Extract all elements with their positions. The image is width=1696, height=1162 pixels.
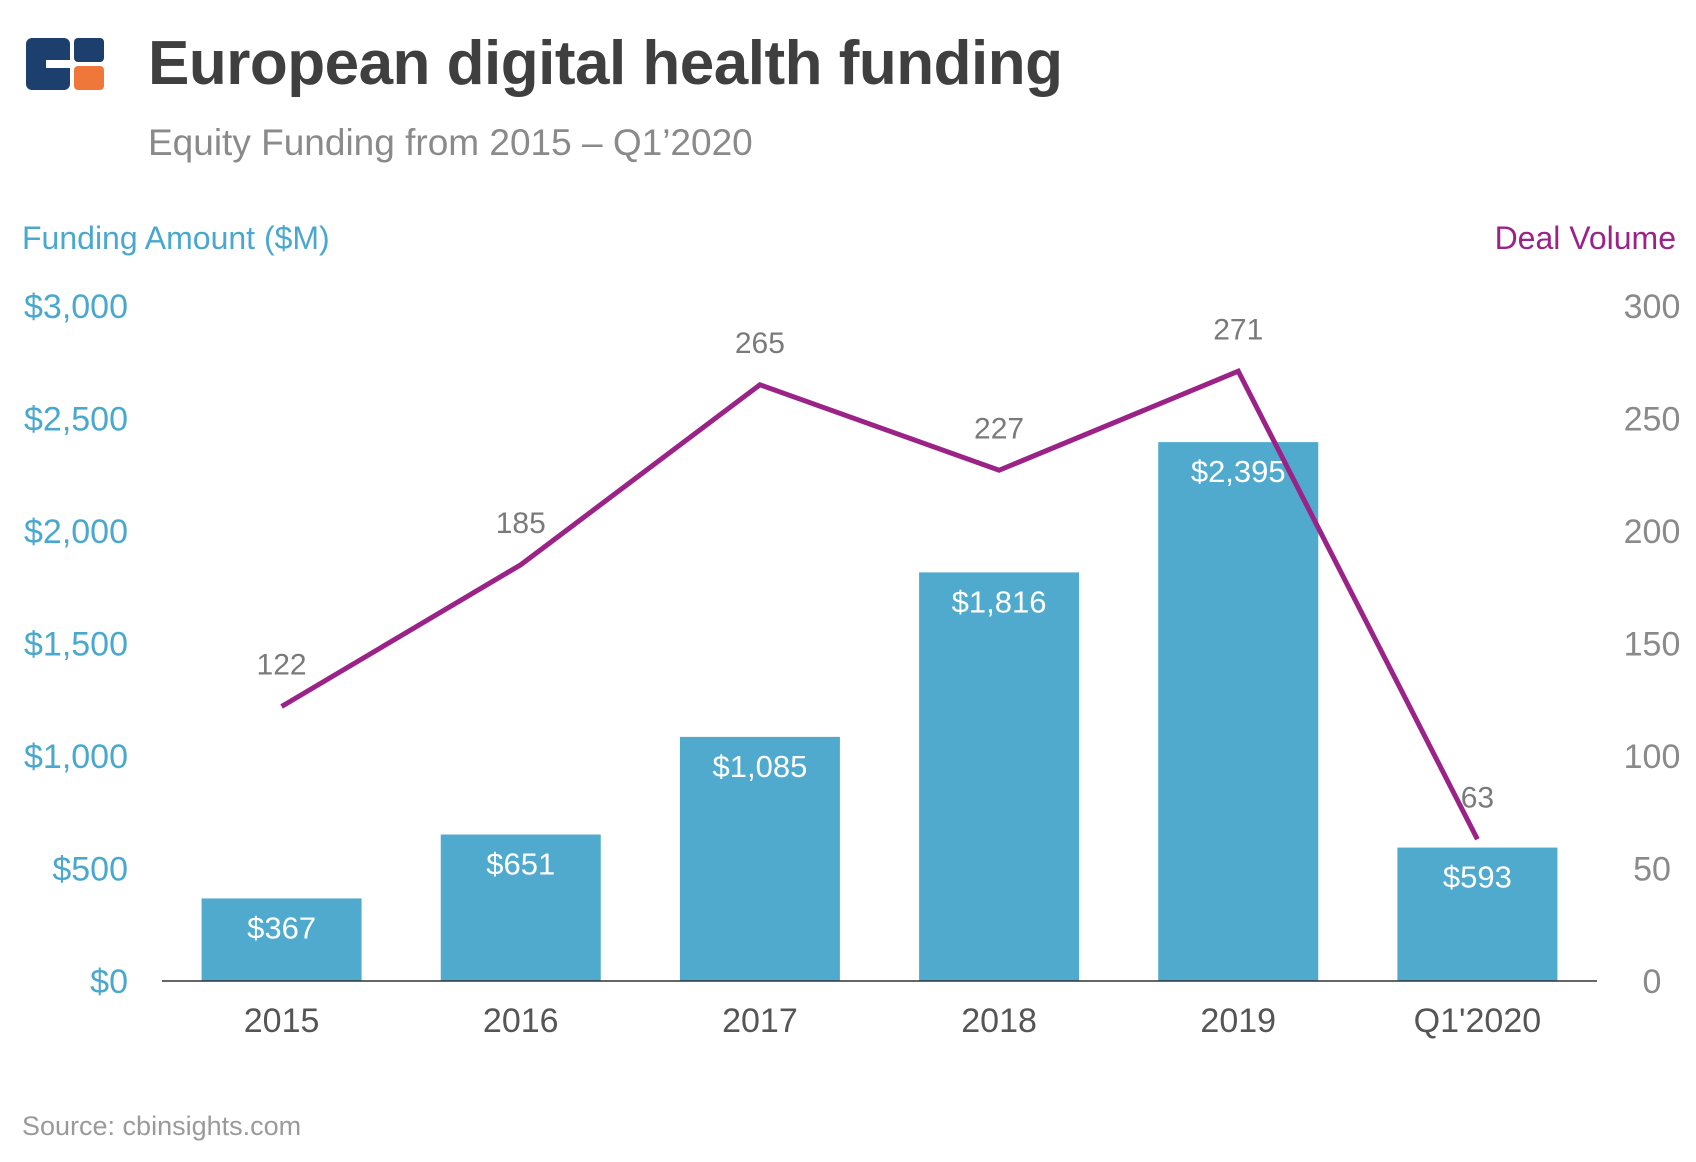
deal-volume-line (280, 368, 1480, 841)
bar (679, 736, 840, 981)
x-axis-tick-label: 2019 (1200, 1002, 1276, 1040)
bar-value-label: $651 (486, 847, 555, 882)
bar-value-label: $2,395 (1191, 454, 1286, 489)
right-axis-tick-label: 100 (1624, 738, 1681, 776)
line-value-label: 63 (1461, 781, 1494, 814)
bar-value-label: $1,816 (952, 584, 1047, 619)
line-value-label: 265 (735, 327, 785, 360)
x-axis-tick-label: 2017 (722, 1002, 798, 1040)
left-axis-tick-label: $2,500 (24, 401, 128, 439)
right-axis-tick-label: 300 (1624, 288, 1681, 326)
x-axis-tick-label: 2018 (961, 1002, 1037, 1040)
line-value-label: 271 (1213, 313, 1263, 346)
bar-value-label: $593 (1443, 860, 1512, 895)
right-axis-tick-label: 150 (1624, 626, 1681, 664)
left-axis-tick-label: $1,000 (24, 738, 128, 776)
bar (440, 834, 601, 981)
bar-value-label: $367 (247, 910, 316, 945)
right-axis-tick-label: 250 (1624, 401, 1681, 439)
x-axis-tick-label: Q1'2020 (1414, 1002, 1541, 1040)
chart-title: European digital health funding (148, 29, 1063, 98)
bar (201, 898, 362, 981)
left-axis-tick-label: $500 (52, 851, 128, 889)
line-value-label: 122 (257, 649, 307, 682)
left-axis-tick-label: $1,500 (24, 626, 128, 664)
left-axis-tick-label: $0 (90, 963, 128, 1001)
x-axis-tick-label: 2015 (244, 1002, 320, 1040)
left-axis-tick-label: $2,000 (24, 513, 128, 551)
source-note: Source: cbinsights.com (22, 1111, 302, 1141)
line-value-label: 185 (496, 507, 546, 540)
right-axis-tick-label: 200 (1624, 513, 1681, 551)
right-axis-tick-label: 0 (1643, 963, 1662, 1001)
bar (1397, 847, 1558, 981)
bar (1158, 442, 1319, 981)
left-axis-tick-label: $3,000 (24, 288, 128, 326)
x-axis-tick-label: 2016 (483, 1002, 559, 1040)
left-axis-title: Funding Amount ($M) (22, 220, 330, 256)
bar-value-label: $1,085 (713, 749, 808, 784)
chart-subtitle: Equity Funding from 2015 – Q1’2020 (148, 122, 753, 163)
bar (919, 572, 1080, 981)
right-axis-title: Deal Volume (1494, 220, 1676, 256)
right-axis-tick-label: 50 (1633, 851, 1671, 889)
cb-insights-logo-icon (26, 38, 104, 90)
line-value-label: 227 (974, 412, 1024, 445)
